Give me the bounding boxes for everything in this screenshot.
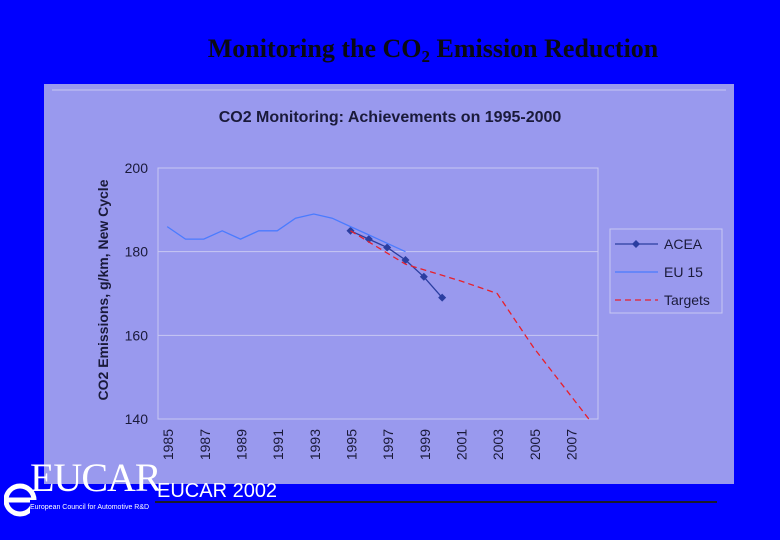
eucar-e-logo-icon <box>4 483 38 517</box>
legend-marker <box>632 240 640 248</box>
axis-ticks: 140 160 180 200 1985 1987 1989 1991 1993 1995 1997… <box>125 160 580 460</box>
footer-rule <box>155 501 717 503</box>
x-tick-label: 2001 <box>454 429 470 460</box>
footer-text: EUCAR 2002 <box>157 480 278 502</box>
x-tick-label: 1985 <box>160 429 176 460</box>
chart-title: CO2 Monitoring: Achievements on 1995-200… <box>219 109 562 126</box>
slide-title: Monitoring the CO2 Emission Reduction <box>0 34 780 67</box>
slide-title-main: Monitoring the CO <box>207 34 422 63</box>
data-point <box>364 235 373 244</box>
x-tick-label: 1995 <box>344 429 360 460</box>
data-point <box>438 293 447 302</box>
slide-title-rest: Emission Reduction <box>430 34 659 63</box>
logo-wordmark: EUCAR <box>30 455 162 500</box>
x-tick-label: 1987 <box>197 429 213 460</box>
x-tick-label: 1997 <box>380 429 396 460</box>
x-tick-label: 2007 <box>564 429 580 460</box>
x-tick-label: 1999 <box>417 429 433 460</box>
y-axis-label: CO2 Emissions, g/km, New Cycle <box>95 179 111 400</box>
legend-box <box>609 228 723 314</box>
series-line-targets <box>350 230 590 420</box>
series-line-acea <box>350 230 443 299</box>
logo-tagline: European Council for Automotive R&D <box>30 504 150 511</box>
legend-label: EU 15 <box>664 264 703 280</box>
y-tick-label: 200 <box>125 160 149 176</box>
legend-label: ACEA <box>664 236 703 252</box>
legend-label: Targets <box>664 292 710 308</box>
y-tick-label: 160 <box>125 327 149 343</box>
y-tick-label: 140 <box>125 411 149 427</box>
data-point <box>383 243 392 252</box>
eucar-logo: EUCAR European Council for Automotive R&… <box>4 456 162 524</box>
series-lines <box>166 213 590 420</box>
slide-title-subscript: 2 <box>421 47 431 66</box>
x-tick-label: 1989 <box>234 429 250 460</box>
x-tick-label: 1991 <box>270 429 286 460</box>
x-tick-label: 1993 <box>307 429 323 460</box>
series-line-eu-15 <box>166 213 406 253</box>
plot-area <box>157 167 599 420</box>
x-tick-label: 2003 <box>490 429 506 460</box>
data-point <box>419 272 428 281</box>
y-tick-label: 180 <box>125 244 149 260</box>
legend: ACEA EU 15 Targets <box>609 228 723 314</box>
x-tick-label: 2005 <box>527 429 543 460</box>
data-point <box>401 256 410 265</box>
